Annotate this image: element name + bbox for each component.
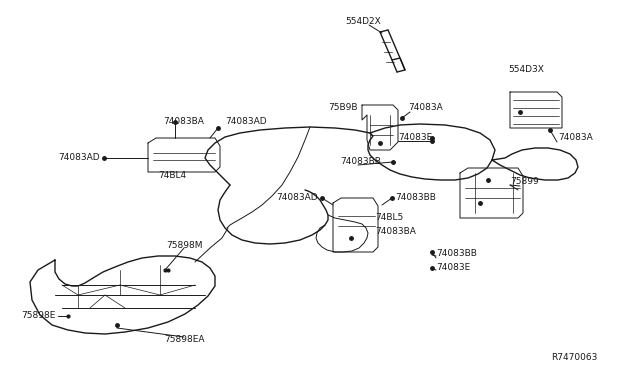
Text: 74083A: 74083A <box>558 134 593 142</box>
Text: 75898E: 75898E <box>22 311 56 321</box>
Text: 74BL5: 74BL5 <box>375 214 403 222</box>
Text: 75899: 75899 <box>510 176 539 186</box>
Text: 554D2X: 554D2X <box>345 17 381 26</box>
Text: 74083BA: 74083BA <box>163 116 204 125</box>
Text: 74083E: 74083E <box>436 263 470 273</box>
Text: 75898M: 75898M <box>166 241 202 250</box>
Text: R7470063: R7470063 <box>552 353 598 362</box>
Text: 75898EA: 75898EA <box>164 336 204 344</box>
Text: 74083E: 74083E <box>398 134 432 142</box>
Text: 74083A: 74083A <box>408 103 443 112</box>
Text: 554D3X: 554D3X <box>508 65 544 74</box>
Text: 74083BB: 74083BB <box>395 193 436 202</box>
Text: 74083BB: 74083BB <box>340 157 381 167</box>
Text: 74083BB: 74083BB <box>436 248 477 257</box>
Text: 74083AD: 74083AD <box>225 116 267 125</box>
Text: 74083AD: 74083AD <box>276 193 318 202</box>
Text: 74BL4: 74BL4 <box>158 170 186 180</box>
Text: 75B9B: 75B9B <box>328 103 358 112</box>
Text: 74083AD: 74083AD <box>58 154 100 163</box>
Text: 74083BA: 74083BA <box>375 228 416 237</box>
